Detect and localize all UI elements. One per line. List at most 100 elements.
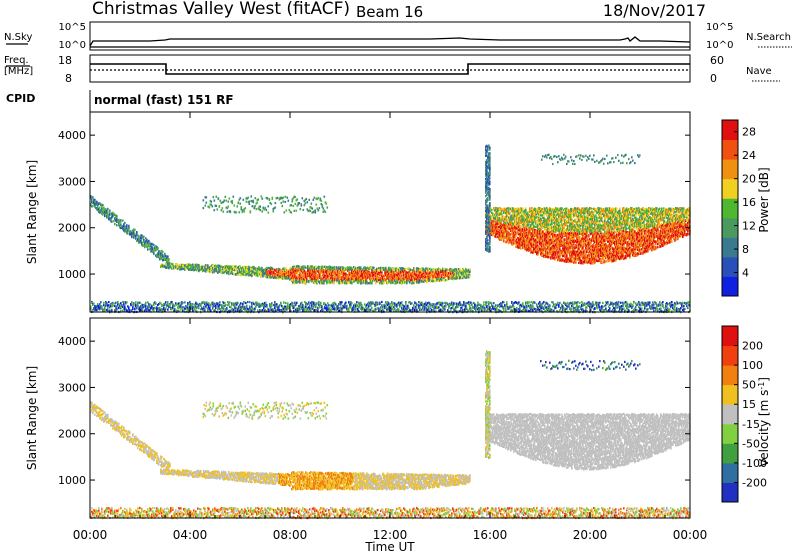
echo-cell xyxy=(383,282,385,284)
echo-cell xyxy=(350,306,352,308)
echo-cell xyxy=(111,221,113,223)
echo-cell xyxy=(428,307,430,309)
echo-cell xyxy=(315,306,317,308)
echo-cell xyxy=(572,301,574,303)
echo-cell xyxy=(219,301,221,303)
echo-cell xyxy=(684,308,686,310)
echo-cell xyxy=(304,308,306,310)
echo-cell xyxy=(260,275,262,277)
echo-cell xyxy=(391,305,393,307)
echo-cell xyxy=(153,252,155,254)
echo-cell xyxy=(152,247,154,249)
echo-cell xyxy=(633,301,635,303)
echo-cell xyxy=(375,308,377,310)
echo-cell xyxy=(159,250,161,252)
echo-cell xyxy=(92,205,94,207)
echo-cell xyxy=(271,305,273,307)
echo-cell xyxy=(139,302,141,304)
echo-cell xyxy=(503,309,505,311)
echo-cell xyxy=(584,303,586,305)
echo-cell xyxy=(319,306,321,308)
freq-label-2: [MHz] xyxy=(4,66,33,77)
echo-cell xyxy=(405,303,407,305)
echo-cell xyxy=(245,302,247,304)
nave-tick-low: 0 xyxy=(710,72,717,85)
echo-cell xyxy=(307,265,309,267)
echo-cell xyxy=(552,301,554,303)
echo-cell xyxy=(228,304,230,306)
echo-cell xyxy=(401,301,403,303)
echo-cell xyxy=(92,196,94,198)
echo-cell xyxy=(406,282,408,284)
echo-cell xyxy=(348,309,350,311)
echo-cell xyxy=(329,307,331,309)
echo-cell xyxy=(457,306,459,308)
echo-cell xyxy=(116,224,118,226)
echo-cell xyxy=(677,302,679,304)
echo-cell xyxy=(124,222,126,224)
echo-cell xyxy=(321,305,323,307)
echo-cell xyxy=(120,219,122,221)
echo-cell xyxy=(113,220,115,222)
echo-cell xyxy=(99,207,101,209)
echo-cell xyxy=(293,279,295,281)
echo-cell xyxy=(393,310,395,312)
echo-cell xyxy=(206,301,208,303)
echo-cell xyxy=(145,302,147,304)
echo-cell xyxy=(394,308,396,310)
echo-cell xyxy=(572,305,574,307)
echo-cell xyxy=(379,302,381,304)
echo-cell xyxy=(136,231,138,233)
echo-cell xyxy=(207,264,209,266)
echo-cell xyxy=(373,267,375,269)
echo-cell xyxy=(303,306,305,308)
beam-label: Beam 16 xyxy=(356,3,423,21)
echo-cell xyxy=(126,301,128,303)
echo-cell xyxy=(413,306,415,308)
echo-cell xyxy=(592,301,594,303)
echo-cell xyxy=(358,272,360,274)
echo-cell xyxy=(429,302,431,304)
echo-cell xyxy=(641,307,643,309)
echo-cell xyxy=(112,304,114,306)
echo-cell xyxy=(477,302,479,304)
echo-cell xyxy=(103,302,105,304)
echo-cell xyxy=(107,307,109,309)
echo-cell xyxy=(379,273,381,275)
echo-cell xyxy=(369,272,371,274)
echo-cell xyxy=(401,273,403,275)
echo-cell xyxy=(123,303,125,305)
echo-cell xyxy=(483,301,485,303)
echo-cell xyxy=(518,301,520,303)
echo-cell xyxy=(101,209,103,211)
echo-cell xyxy=(316,302,318,304)
echo-cell xyxy=(248,310,250,312)
echo-cell xyxy=(483,304,485,306)
echo-cell xyxy=(233,273,235,275)
echo-cell xyxy=(268,308,270,310)
echo-cell xyxy=(657,308,659,310)
echo-cell xyxy=(299,281,301,283)
echo-cell xyxy=(653,303,655,305)
echo-cell xyxy=(381,272,383,274)
echo-cell xyxy=(442,302,444,304)
echo-cell xyxy=(224,302,226,304)
echo-cell xyxy=(667,303,669,305)
echo-cell xyxy=(391,301,393,303)
echo-cell xyxy=(625,309,627,311)
echo-cell xyxy=(639,302,641,304)
echo-cell xyxy=(381,301,383,303)
echo-cell xyxy=(129,309,131,311)
echo-cell xyxy=(210,271,212,273)
echo-cell xyxy=(495,304,497,306)
echo-cell xyxy=(123,301,125,303)
echo-cell xyxy=(131,304,133,306)
echo-cell xyxy=(534,302,536,304)
cpid-label: CPID xyxy=(6,92,35,105)
echo-cell xyxy=(234,304,236,306)
echo-cell xyxy=(356,301,358,303)
echo-cell xyxy=(660,304,662,306)
echo-cell xyxy=(265,302,267,304)
echo-cell xyxy=(198,307,200,309)
echo-cell xyxy=(308,302,310,304)
